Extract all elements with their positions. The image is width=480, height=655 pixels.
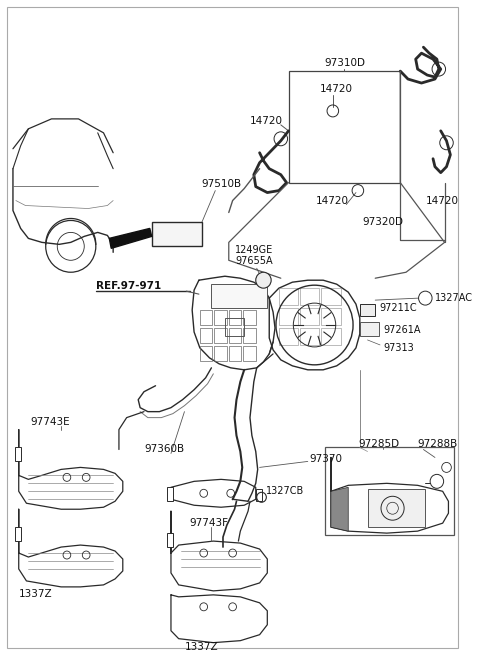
Bar [167, 533, 173, 547]
Text: 97360B: 97360B [144, 445, 184, 455]
Bar [279, 288, 298, 305]
Text: 1327AC: 1327AC [435, 293, 473, 303]
Bar [214, 328, 227, 343]
Bar [279, 328, 298, 345]
Bar [214, 310, 227, 325]
Circle shape [256, 272, 271, 288]
Text: 97211C: 97211C [379, 303, 417, 313]
Text: 14720: 14720 [425, 196, 458, 206]
Bar [152, 223, 202, 246]
Bar [325, 447, 454, 535]
Text: 97285D: 97285D [358, 438, 399, 449]
Text: REF.97-971: REF.97-971 [96, 281, 161, 291]
Bar [200, 346, 212, 361]
Bar [200, 328, 212, 343]
Text: 97743F: 97743F [189, 518, 228, 528]
Bar [300, 288, 319, 305]
Text: 97288B: 97288B [418, 438, 458, 449]
Text: 97261A: 97261A [383, 325, 420, 335]
Bar [321, 308, 340, 325]
Text: 14720: 14720 [315, 196, 348, 206]
Text: 1327CB: 1327CB [266, 486, 305, 496]
Bar [368, 489, 425, 527]
Polygon shape [109, 229, 152, 248]
Text: 97320D: 97320D [363, 217, 404, 227]
Bar [15, 447, 21, 461]
Text: 1337Z: 1337Z [19, 589, 52, 599]
Text: 14720: 14720 [319, 84, 352, 94]
Bar [243, 346, 256, 361]
Text: 97510B: 97510B [201, 179, 241, 189]
Text: 97370: 97370 [310, 455, 343, 464]
Bar [225, 318, 244, 336]
Bar [279, 308, 298, 325]
Text: 97743E: 97743E [30, 417, 70, 426]
Bar [300, 308, 319, 325]
Bar [200, 310, 212, 325]
Bar [229, 346, 241, 361]
Bar [321, 328, 340, 345]
Bar [211, 284, 267, 308]
Bar [300, 328, 319, 345]
Polygon shape [331, 457, 348, 531]
Bar [360, 304, 375, 316]
Bar [167, 487, 173, 501]
Bar [360, 322, 379, 336]
Text: 97655A: 97655A [235, 256, 273, 267]
Text: 97313: 97313 [383, 343, 414, 353]
Bar [256, 489, 262, 501]
Bar [243, 310, 256, 325]
Bar [321, 288, 340, 305]
Bar [214, 346, 227, 361]
Bar [288, 71, 400, 183]
Bar [15, 527, 21, 541]
Text: 97310D: 97310D [324, 58, 365, 68]
Bar [229, 310, 241, 325]
Text: 1337Z: 1337Z [184, 642, 218, 652]
Bar [243, 328, 256, 343]
Text: 1249GE: 1249GE [235, 246, 273, 255]
Bar [229, 328, 241, 343]
Text: 14720: 14720 [250, 116, 283, 126]
